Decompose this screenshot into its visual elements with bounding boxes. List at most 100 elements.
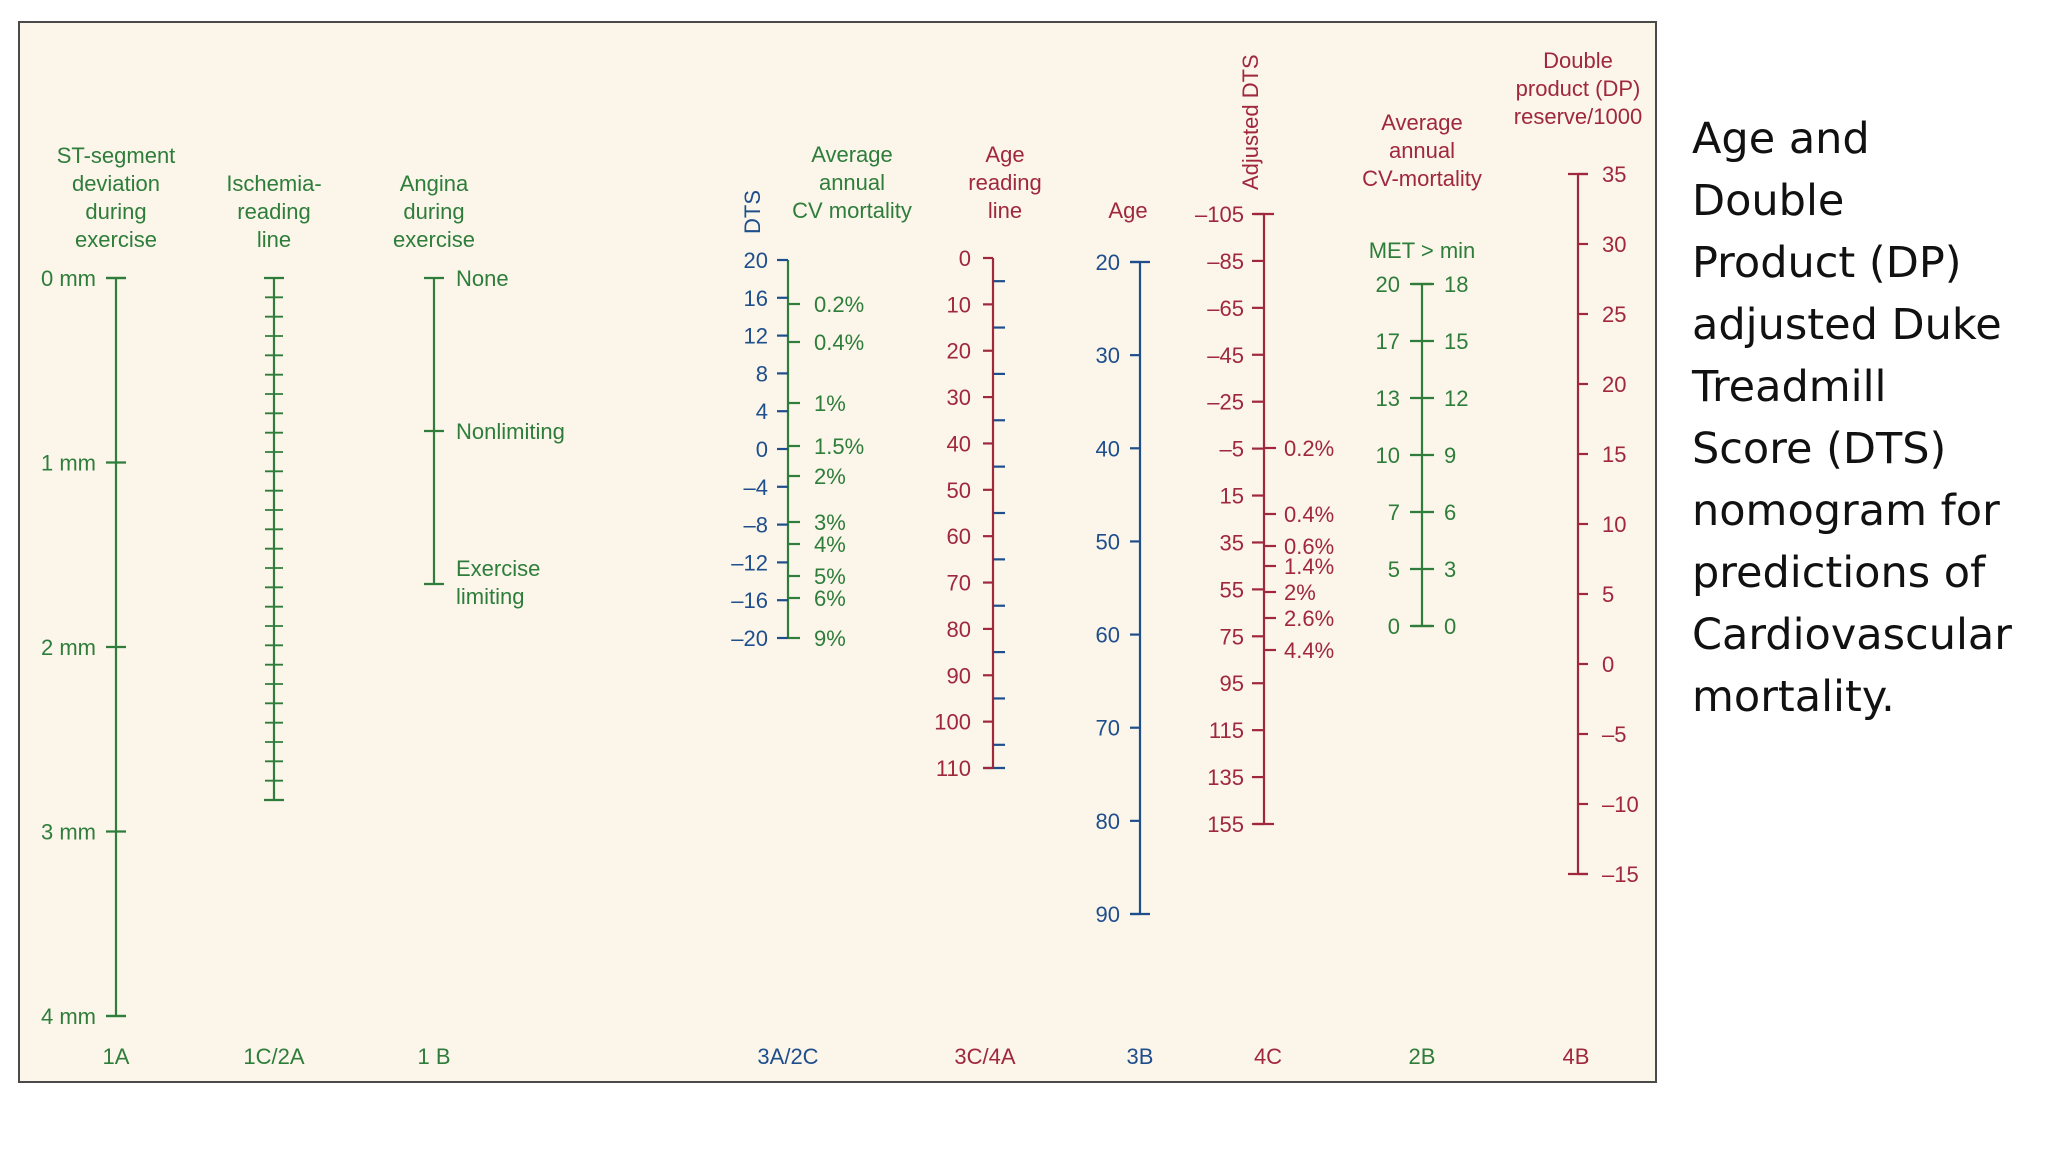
- column-footer-label: 1 B: [417, 1044, 450, 1069]
- tick-label: 70: [1096, 716, 1120, 741]
- tick-label: 7: [1388, 500, 1400, 525]
- tick-label: 90: [1096, 902, 1120, 927]
- column-title: product (DP): [1516, 76, 1641, 101]
- tick-label: 60: [947, 524, 971, 549]
- tick-label: 5%: [814, 564, 846, 589]
- tick-label: –45: [1207, 343, 1244, 368]
- tick-label: 1.5%: [814, 434, 864, 459]
- tick-label: –16: [731, 588, 768, 613]
- caption-line: predictions of: [1692, 548, 1986, 598]
- column-title: Age: [985, 142, 1024, 167]
- tick-label: –5: [1220, 437, 1244, 462]
- tick-label: 40: [1096, 436, 1120, 461]
- tick-label: 13: [1376, 386, 1400, 411]
- tick-label: –85: [1207, 249, 1244, 274]
- caption-line: Score (DTS): [1692, 424, 1947, 474]
- tick-label: 8: [756, 361, 768, 386]
- column-title: annual: [1389, 138, 1455, 163]
- column-title: Ischemia-: [226, 171, 321, 196]
- tick-label: 80: [947, 617, 971, 642]
- tick-label: 25: [1602, 302, 1626, 327]
- tick-label: 0.2%: [1284, 436, 1334, 461]
- column-title: ST-segment: [57, 143, 176, 168]
- tick-label: None: [456, 266, 509, 291]
- tick-label: limiting: [456, 584, 524, 609]
- caption-line: Double: [1692, 176, 1845, 226]
- tick-label: 50: [1096, 529, 1120, 554]
- tick-label: 15: [1602, 442, 1626, 467]
- tick-label: 12: [744, 324, 768, 349]
- column-title: during: [403, 199, 464, 224]
- tick-label: 4%: [814, 532, 846, 557]
- tick-label: 5: [1388, 557, 1400, 582]
- tick-label: 30: [1096, 343, 1120, 368]
- tick-label: –105: [1195, 202, 1244, 227]
- column-title: exercise: [393, 227, 475, 252]
- tick-label: 155: [1207, 812, 1244, 837]
- tick-label: 115: [1209, 718, 1244, 743]
- tick-label: 35: [1220, 530, 1244, 555]
- tick-label: 50: [947, 478, 971, 503]
- caption-line: Cardiovascular: [1692, 610, 2012, 660]
- tick-label: –15: [1602, 862, 1639, 887]
- column-title: reading: [968, 170, 1041, 195]
- column-title: reading: [237, 199, 310, 224]
- tick-label: 0 mm: [41, 266, 96, 291]
- column-title: reserve/1000: [1514, 104, 1642, 129]
- column-title: during: [85, 199, 146, 224]
- tick-label: 20: [1602, 372, 1626, 397]
- column-title: annual: [819, 170, 885, 195]
- tick-label: Exercise: [456, 556, 540, 581]
- column-subtitle: MET > min: [1369, 238, 1476, 263]
- tick-label: Nonlimiting: [456, 419, 565, 444]
- tick-label: 0: [1602, 652, 1614, 677]
- tick-label: 20: [1096, 250, 1120, 275]
- tick-label: 20: [947, 339, 971, 364]
- tick-label: 0.2%: [814, 292, 864, 317]
- column-title: line: [988, 198, 1022, 223]
- tick-label: –25: [1207, 390, 1244, 415]
- column-title: deviation: [72, 171, 160, 196]
- column-title: CV mortality: [792, 198, 912, 223]
- tick-label: 95: [1220, 671, 1244, 696]
- tick-label: 80: [1096, 809, 1120, 834]
- tick-label: 4 mm: [41, 1004, 96, 1029]
- tick-label: 30: [1602, 232, 1626, 257]
- nomogram-scales: ST-segment deviation during exercise 0 mm 1 m…: [41, 48, 1642, 1069]
- tick-label: 20: [744, 248, 768, 273]
- figure-caption: Age and Double Product (DP) adjusted Duk…: [1692, 108, 2032, 728]
- tick-label: 1.4%: [1284, 554, 1334, 579]
- tick-label: 75: [1220, 624, 1244, 649]
- tick-label: 0: [959, 246, 971, 271]
- tick-label: 60: [1096, 623, 1120, 648]
- tick-label: 10: [1602, 512, 1626, 537]
- tick-label: –8: [744, 513, 768, 538]
- tick-label: 0.4%: [814, 330, 864, 355]
- column-title: exercise: [75, 227, 157, 252]
- tick-label: 18: [1444, 272, 1468, 297]
- tick-label: 40: [947, 431, 971, 456]
- tick-label: 10: [1376, 443, 1400, 468]
- tick-label: 0.6%: [1284, 534, 1334, 559]
- tick-label: 6%: [814, 586, 846, 611]
- column-title: Angina: [400, 171, 469, 196]
- tick-label: 2%: [814, 464, 846, 489]
- tick-label: 6: [1444, 500, 1456, 525]
- column-footer-label: 1C/2A: [243, 1044, 304, 1069]
- tick-label: 0.4%: [1284, 502, 1334, 527]
- column-footer-label: 2B: [1409, 1044, 1436, 1069]
- tick-label: 4: [756, 399, 768, 424]
- tick-label: 70: [947, 571, 971, 596]
- tick-label: 2%: [1284, 580, 1316, 605]
- tick-label: –65: [1207, 296, 1244, 321]
- caption-line: mortality.: [1692, 672, 1895, 722]
- column-title-vertical: DTS: [740, 190, 765, 234]
- caption-line: nomogram for: [1692, 486, 2000, 536]
- tick-label: 1 mm: [41, 451, 96, 476]
- tick-label: 10: [947, 292, 971, 317]
- tick-label: –20: [731, 626, 768, 651]
- column-footer-label: 3A/2C: [757, 1044, 818, 1069]
- caption-line: adjusted Duke: [1692, 300, 2002, 350]
- tick-label: 30: [947, 385, 971, 410]
- tick-label: 17: [1376, 329, 1400, 354]
